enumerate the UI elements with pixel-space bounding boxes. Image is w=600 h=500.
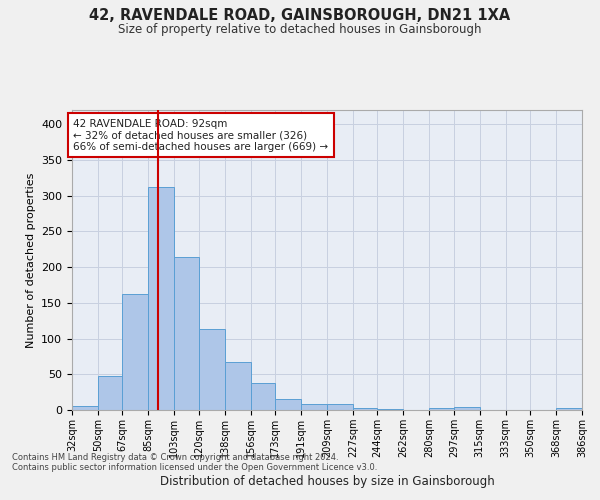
Bar [454,407,480,410]
Y-axis label: Number of detached properties: Number of detached properties [26,172,35,348]
Text: 42, RAVENDALE ROAD, GAINSBOROUGH, DN21 1XA: 42, RAVENDALE ROAD, GAINSBOROUGH, DN21 1… [89,8,511,22]
Bar [327,404,353,410]
Bar [429,408,454,410]
Bar [275,400,301,410]
Text: Contains public sector information licensed under the Open Government Licence v3: Contains public sector information licen… [12,464,377,472]
Bar [353,408,377,410]
Bar [556,408,582,410]
Bar [225,362,251,410]
Text: Distribution of detached houses by size in Gainsborough: Distribution of detached houses by size … [160,474,494,488]
Bar [72,406,98,410]
Text: Contains HM Land Registry data © Crown copyright and database right 2024.: Contains HM Land Registry data © Crown c… [12,454,338,462]
Bar [301,404,327,410]
Bar [174,257,199,410]
Bar [148,187,174,410]
Bar [199,328,225,410]
Bar [251,383,275,410]
Text: Size of property relative to detached houses in Gainsborough: Size of property relative to detached ho… [118,22,482,36]
Bar [122,294,148,410]
Text: 42 RAVENDALE ROAD: 92sqm
← 32% of detached houses are smaller (326)
66% of semi-: 42 RAVENDALE ROAD: 92sqm ← 32% of detach… [73,118,329,152]
Bar [98,376,122,410]
